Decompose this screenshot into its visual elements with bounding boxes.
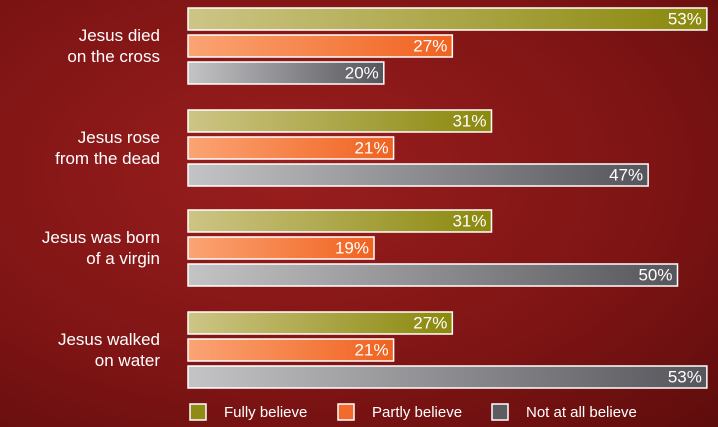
value-label: 53%	[668, 9, 702, 28]
legend-swatch	[189, 403, 207, 421]
value-label: 21%	[355, 340, 389, 359]
legend-swatch	[337, 403, 355, 421]
bar	[187, 34, 454, 58]
bar	[187, 311, 454, 335]
legend-label: Fully believe	[224, 404, 307, 421]
value-label: 47%	[609, 165, 643, 184]
bar	[187, 263, 679, 287]
value-label: 21%	[355, 138, 389, 157]
value-label: 53%	[668, 367, 702, 386]
value-label: 31%	[452, 111, 486, 130]
bar	[187, 338, 395, 362]
legend-swatch	[491, 403, 509, 421]
bar	[187, 61, 385, 85]
value-label: 27%	[413, 36, 447, 55]
category-label: Jesus was born of a virgin	[41, 228, 160, 268]
value-label: 20%	[345, 63, 379, 82]
legend-label: Partly believe	[372, 404, 462, 421]
bar	[187, 136, 395, 160]
category-label: Jesus walked on water	[57, 330, 160, 370]
value-label: 50%	[638, 265, 672, 284]
category-label: Jesus rose from the dead	[55, 128, 160, 168]
bar	[187, 236, 375, 260]
category-label: Jesus died on the cross	[67, 26, 160, 66]
bar	[187, 163, 649, 187]
legend-label: Not at all believe	[526, 404, 637, 421]
bar	[187, 209, 493, 233]
bar	[187, 109, 493, 133]
value-label: 27%	[413, 313, 447, 332]
value-label: 31%	[452, 211, 486, 230]
bar	[187, 7, 708, 31]
value-label: 19%	[335, 238, 369, 257]
bar	[187, 365, 708, 389]
